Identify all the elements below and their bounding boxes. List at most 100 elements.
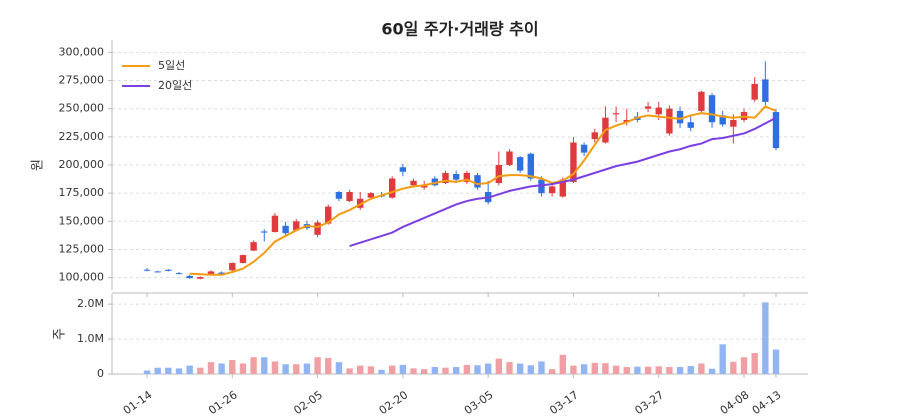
candle-body (442, 172, 449, 184)
volume-bar (495, 358, 503, 374)
volume-bar (730, 361, 737, 374)
volume-bar (367, 366, 375, 374)
volume-bar (197, 367, 204, 374)
volume-bar (484, 363, 492, 374)
candle-body (431, 178, 439, 186)
volume-bar (548, 369, 556, 374)
candle-body (698, 91, 705, 111)
candle-body (516, 157, 524, 171)
candle-body (410, 180, 417, 186)
y-tick-label: 250,000 (59, 102, 105, 115)
volume-bar (772, 349, 780, 374)
candle-body (623, 119, 630, 123)
x-tick-label: 03-27 (633, 388, 667, 417)
volume-bar (623, 367, 630, 374)
volume-bar (378, 369, 385, 374)
y-tick-label: 300,000 (59, 45, 105, 58)
x-tick-label: 04-13 (750, 388, 784, 417)
volume-bar (612, 365, 620, 374)
candle-body (708, 95, 716, 123)
volume-bar (602, 363, 609, 374)
volume-bar (655, 366, 662, 374)
y-tick-label: 100,000 (59, 271, 105, 284)
candle-body (250, 242, 257, 251)
volume-bar (346, 368, 353, 374)
candle-body (239, 255, 247, 263)
volume-bar (389, 365, 396, 374)
volume-bar (676, 367, 684, 374)
x-tick-label: 01-14 (121, 388, 155, 417)
y-tick-label: 150,000 (59, 214, 105, 227)
x-tick-label: 04-08 (718, 388, 752, 417)
x-tick-label: 01-26 (206, 388, 240, 417)
volume-bar (271, 361, 279, 374)
volume-bar (282, 364, 289, 374)
volume-bar (431, 367, 439, 374)
volume-bar (708, 368, 716, 374)
y-tick-label: 200,000 (59, 158, 105, 171)
y-tick-label: 125,000 (59, 242, 105, 255)
volume-bar (250, 357, 257, 374)
volume-bar (527, 365, 534, 374)
volume-bar (186, 365, 193, 374)
candle-body (548, 186, 556, 194)
candle-body (730, 119, 737, 127)
volume-bar (143, 370, 151, 374)
candle-body (207, 271, 215, 275)
volume-bar (420, 369, 428, 374)
volume-bar (719, 344, 726, 374)
volume-bar (261, 357, 268, 374)
volume-bar (687, 365, 694, 374)
y2-tick-label: 2.0M (77, 297, 104, 310)
candle-body (335, 192, 343, 199)
volume-bar (463, 364, 471, 374)
volume-bar (357, 365, 364, 374)
candle-body (655, 107, 662, 115)
candle-body (261, 231, 268, 233)
volume-bar (314, 357, 321, 374)
candle-body (197, 277, 204, 279)
candle-body (165, 269, 172, 271)
volume-bar (303, 363, 311, 374)
volume-bar (165, 367, 172, 374)
volume-bar (239, 363, 247, 374)
volume-bar (570, 365, 577, 374)
volume-bar (698, 363, 705, 374)
volume-bar (335, 362, 343, 374)
volume-bar (634, 366, 641, 374)
candle-body (612, 113, 620, 115)
candle-body (506, 151, 513, 165)
candle-body (772, 112, 780, 149)
volume-bar (580, 364, 588, 374)
candle-body (175, 273, 183, 275)
candle-body (154, 271, 161, 273)
chart-title: 60일 주가·거래량 추이 (381, 20, 538, 39)
volume-bar (229, 360, 236, 374)
candle-body (570, 142, 577, 182)
x-tick-label: 02-05 (291, 388, 325, 417)
candle-body (666, 108, 673, 134)
candle-body (346, 192, 353, 202)
volume-bar (154, 367, 161, 374)
candle-body (186, 275, 193, 279)
candle-body (644, 106, 652, 109)
volume-bar (325, 357, 332, 374)
candle-body (229, 262, 236, 271)
candle-body (719, 115, 726, 125)
volume-bar (516, 363, 524, 374)
volume-bar (399, 364, 407, 374)
volume-bar (442, 367, 449, 374)
candle-body (218, 272, 225, 275)
candle-body (580, 144, 588, 153)
candle-body (367, 193, 375, 198)
candle-body (314, 222, 321, 235)
candle-body (389, 178, 396, 198)
candle-body (762, 79, 769, 102)
volume-bar (207, 362, 215, 374)
candle-body (463, 172, 471, 182)
candle-body (420, 185, 428, 188)
candle-body (399, 167, 407, 172)
legend-label: 20일선 (158, 78, 192, 92)
volume-bar (740, 357, 748, 374)
